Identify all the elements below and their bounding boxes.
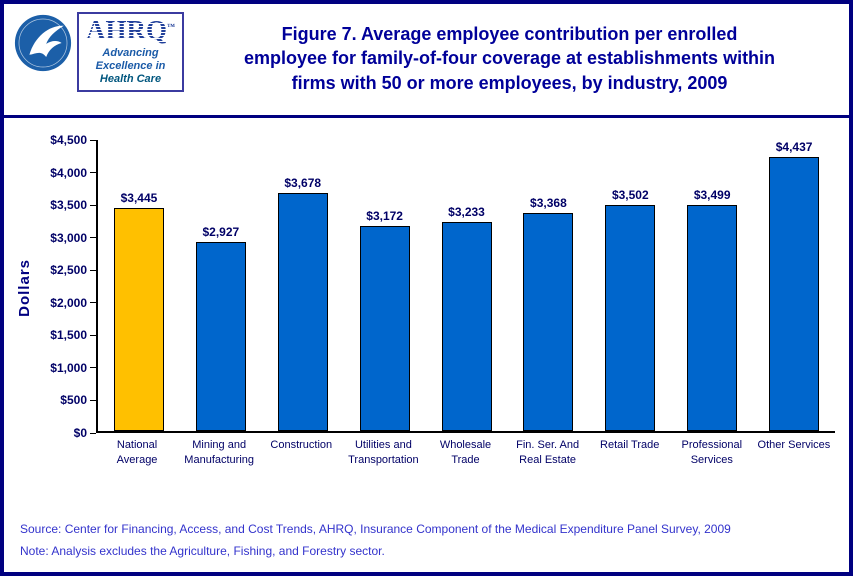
bar-value-label: $3,445 xyxy=(120,191,158,206)
category-label: National Average xyxy=(116,439,158,466)
bar xyxy=(605,204,656,431)
bar xyxy=(277,193,328,431)
x-axis-labels: National Average Mining and Manufacturing… xyxy=(96,438,835,468)
y-tick: $1,500 xyxy=(50,328,96,342)
bar-column: $3,502 xyxy=(589,140,671,431)
plot-area: $3,445 $2,927 $3,678 $3,172 $3,233 $3,368 $3,5… xyxy=(96,140,835,433)
y-tick-mark xyxy=(90,334,96,336)
y-tick-mark xyxy=(90,172,96,174)
y-tick-mark xyxy=(90,139,96,141)
bar xyxy=(113,208,164,431)
y-tick: $500 xyxy=(60,393,96,407)
figure-title-line-1: Figure 7. Average employee contribution … xyxy=(281,24,738,44)
header: AHRQ™ Advancing Excellence in Health Car… xyxy=(4,4,849,118)
bar xyxy=(687,204,738,431)
y-tick-label: $3,000 xyxy=(50,230,87,245)
y-tick-mark xyxy=(90,237,96,239)
y-tick-label: $1,500 xyxy=(50,328,87,343)
source-note: Source: Center for Financing, Access, an… xyxy=(20,522,731,537)
bar-column: $3,678 xyxy=(262,140,344,431)
bar-column: $3,445 xyxy=(98,140,180,431)
y-tick: $3,000 xyxy=(50,231,96,245)
tagline-line-1: Advancing xyxy=(102,47,159,59)
y-tick-mark xyxy=(90,432,96,434)
hhs-eagle-icon xyxy=(14,14,72,72)
y-tick-label: $4,000 xyxy=(50,165,87,180)
figure-title: Figure 7. Average employee contribution … xyxy=(184,12,835,95)
y-tick: $2,500 xyxy=(50,263,96,277)
bar-chart: Dollars $0 $500 $1,000 $1,500 $2,000 $2,500 $3… xyxy=(4,133,849,468)
ahrq-logo-text: AHRQ™ xyxy=(86,15,175,45)
y-tick-label: $3,500 xyxy=(50,198,87,213)
bar xyxy=(523,213,574,431)
y-axis: $0 $500 $1,000 $1,500 $2,000 $2,500 $3,000 $3,5… xyxy=(40,133,96,440)
bar-value-label: $2,927 xyxy=(202,224,240,239)
y-tick-label: $0 xyxy=(73,426,87,440)
category-label: Construction xyxy=(270,439,333,451)
category-label: Fin. Ser. And Real Estate xyxy=(516,439,580,466)
bar-column: $3,368 xyxy=(507,140,589,431)
category-label: Retail Trade xyxy=(600,439,660,451)
category-label: Other Services xyxy=(757,439,831,451)
y-tick: $4,000 xyxy=(50,166,96,180)
bar xyxy=(441,221,492,431)
y-tick-mark xyxy=(90,367,96,369)
y-tick: $3,500 xyxy=(50,198,96,212)
y-axis-title: Dollars xyxy=(16,258,33,317)
y-tick-label: $500 xyxy=(60,393,87,408)
bar-value-label: $4,437 xyxy=(775,140,813,154)
bar-value-label: $3,499 xyxy=(693,187,731,202)
y-tick-mark xyxy=(90,269,96,271)
figure-title-line-3: firms with 50 or more employees, by indu… xyxy=(291,72,728,93)
bar xyxy=(769,157,820,431)
bar-value-label: $3,502 xyxy=(611,187,649,202)
bar-value-label: $3,233 xyxy=(448,204,485,219)
y-tick: $1,000 xyxy=(50,361,96,375)
y-tick-label: $4,500 xyxy=(50,133,87,147)
analysis-note: Note: Analysis excludes the Agriculture,… xyxy=(20,544,385,559)
bar xyxy=(359,225,410,431)
category-label: Wholesale Trade xyxy=(439,439,492,466)
bar xyxy=(195,241,246,431)
bar-value-label: $3,172 xyxy=(366,208,403,223)
bar-value-label: $3,368 xyxy=(530,196,567,211)
bar-column: $2,927 xyxy=(180,140,262,431)
bar-column: $3,233 xyxy=(426,140,508,431)
y-tick-mark xyxy=(90,204,96,206)
bar-column: $3,172 xyxy=(344,140,426,431)
ahrq-tagline: Advancing Excellence in Health Care xyxy=(86,47,175,86)
y-tick-label: $2,500 xyxy=(50,263,87,278)
logo-group: AHRQ™ Advancing Excellence in Health Car… xyxy=(14,12,184,92)
footer: Source: Center for Financing, Access, an… xyxy=(4,521,849,572)
chart-body: $0 $500 $1,000 $1,500 $2,000 $2,500 $3,000 $3,5… xyxy=(40,133,835,468)
category-label: Mining and Manufacturing xyxy=(184,439,255,466)
y-tick-mark xyxy=(90,399,96,401)
ahrq-logo: AHRQ™ Advancing Excellence in Health Car… xyxy=(77,12,184,92)
tagline-line-2: Excellence in xyxy=(95,59,166,72)
trademark-symbol: ™ xyxy=(167,22,175,31)
category-label: Professional Services xyxy=(681,439,743,466)
plot-region: $0 $500 $1,000 $1,500 $2,000 $2,500 $3,000 $3,5… xyxy=(40,133,835,440)
y-tick: $2,000 xyxy=(50,296,96,310)
bar-column: $3,499 xyxy=(671,140,753,431)
y-tick-label: $2,000 xyxy=(50,295,87,310)
y-tick-mark xyxy=(90,302,96,304)
bar-column: $4,437 xyxy=(753,140,835,431)
bar-value-label: $3,678 xyxy=(284,176,322,191)
category-label: Utilities and Transportation xyxy=(348,439,419,466)
y-tick: $0 xyxy=(74,426,96,440)
hhs-logo xyxy=(14,14,72,72)
tagline-line-3: Health Care xyxy=(99,72,162,85)
figure-title-line-2: employee for family-of-four coverage at … xyxy=(243,48,776,69)
y-tick-label: $1,000 xyxy=(50,360,87,375)
y-tick: $4,500 xyxy=(50,133,96,147)
